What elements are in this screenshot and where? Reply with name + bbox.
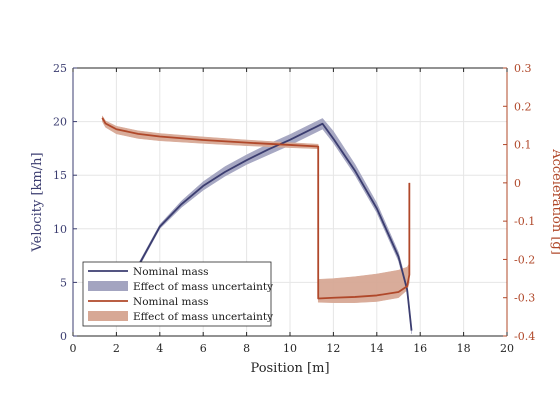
velocity-uncertainty-band (129, 118, 412, 334)
left-y-tick-label: 25 (53, 62, 67, 75)
right-y-tick-label: -0.4 (514, 330, 535, 343)
legend-label: Effect of mass uncertainty (133, 311, 273, 323)
x-tick-label: 14 (370, 342, 384, 355)
right-y-tick-label: 0 (514, 177, 521, 190)
velocity-nominal-line (128, 122, 413, 331)
right-y-tick-label: -0.1 (514, 215, 535, 228)
legend-label: Nominal mass (133, 296, 209, 308)
left-y-axis-title: Velocity [km/h] (30, 152, 45, 252)
series-lines (101, 117, 413, 331)
x-tick-label: 6 (200, 342, 207, 355)
legend-label: Effect of mass uncertainty (133, 281, 273, 293)
legend-swatch-band (88, 281, 128, 291)
x-tick-label: 20 (500, 342, 514, 355)
right-y-tick-label: -0.3 (514, 292, 535, 305)
right-y-tick-label: 0.2 (514, 100, 532, 113)
x-tick-label: 8 (243, 342, 250, 355)
acceleration-nominal-line (101, 117, 411, 300)
x-tick-label: 4 (156, 342, 163, 355)
tick-marks: 0 2 4 6 8 10 12 14 16 18 20 0 5 10 15 20 25 -0.4 -0.3 -0.2 -… (53, 62, 535, 355)
x-tick-label: 10 (283, 342, 297, 355)
x-tick-label: 2 (113, 342, 120, 355)
right-y-tick-label: 0.1 (514, 139, 532, 152)
left-y-tick-label: 10 (53, 223, 67, 236)
x-tick-label: 16 (413, 342, 427, 355)
right-y-tick-label: -0.2 (514, 253, 535, 266)
legend-swatch-band (88, 311, 128, 321)
left-y-tick-label: 15 (53, 169, 67, 182)
legend-label: Nominal mass (133, 266, 209, 278)
x-tick-label: 12 (326, 342, 340, 355)
right-y-tick-label: 0.3 (514, 62, 532, 75)
legend: Nominal mass Effect of mass uncertainty No… (82, 261, 273, 327)
x-tick-label: 18 (457, 342, 471, 355)
left-y-tick-label: 20 (53, 116, 67, 129)
left-y-tick-label: 0 (60, 330, 67, 343)
right-y-axis-title: Acceleration [g] (549, 148, 560, 255)
x-tick-label: 0 (70, 342, 77, 355)
x-axis-title: Position [m] (250, 361, 329, 376)
left-y-tick-label: 5 (60, 276, 67, 289)
